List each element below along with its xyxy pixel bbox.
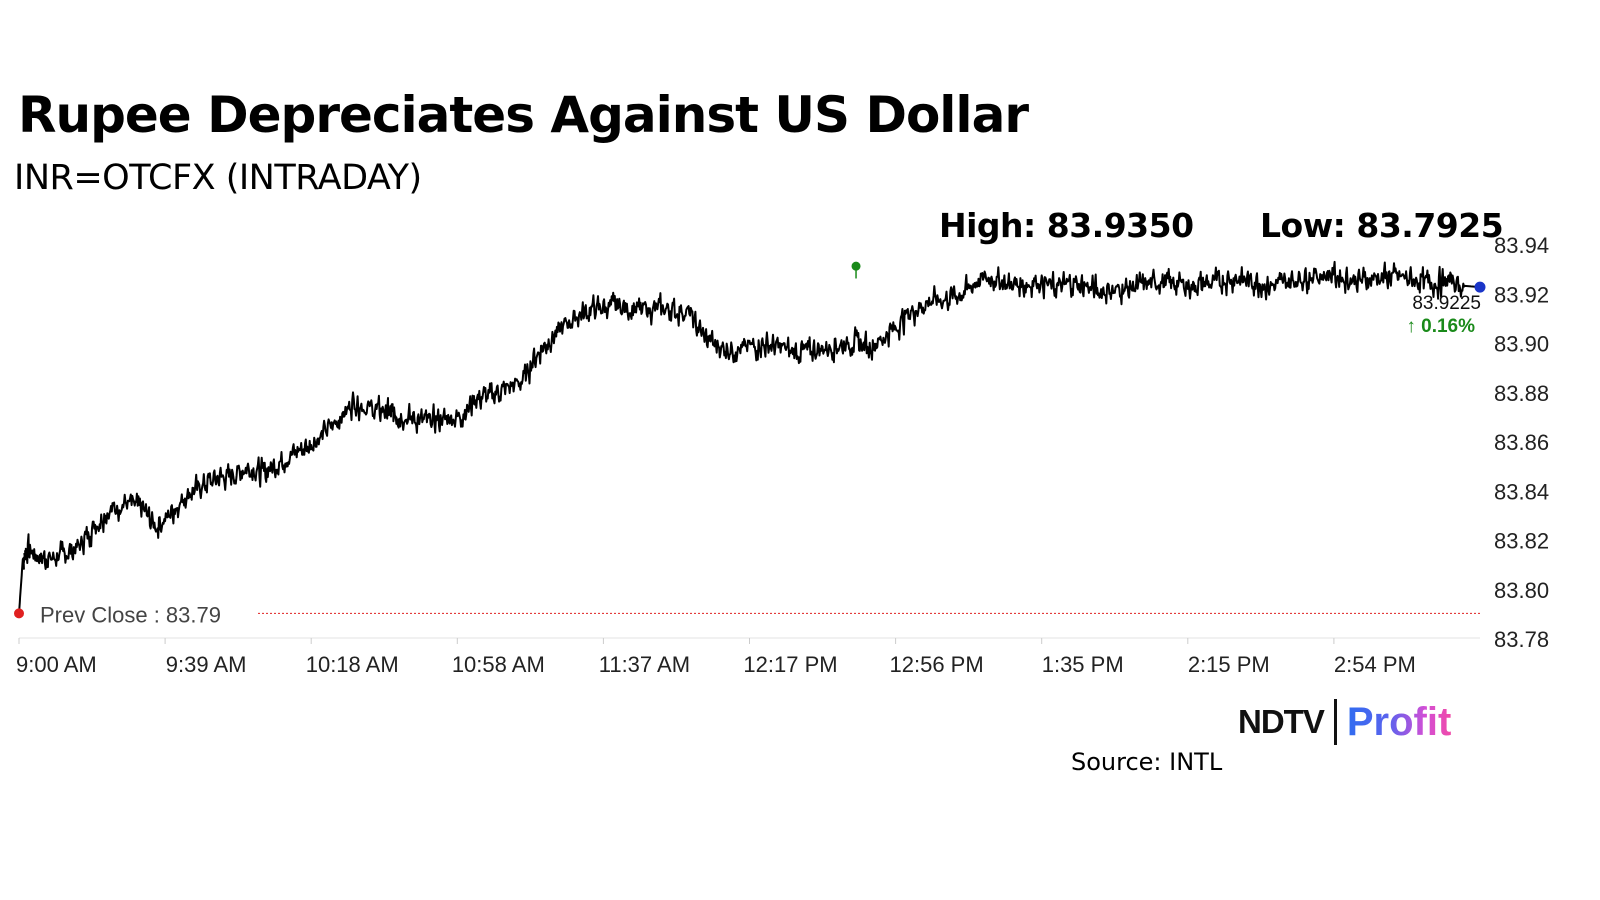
price-line: [18, 260, 1481, 614]
chart-title: Rupee Depreciates Against US Dollar: [18, 86, 1029, 144]
x-tick-label: 2:54 PM: [1334, 652, 1416, 677]
x-tick-label: 9:00 AM: [16, 652, 97, 677]
high-label: High: 83.9350: [939, 206, 1194, 245]
y-tick-label: 83.80: [1494, 578, 1549, 603]
brand-profit: Profit: [1346, 699, 1452, 744]
last-price-marker: [1474, 281, 1486, 293]
start-point-marker: [14, 608, 24, 619]
y-tick-label: 83.94: [1494, 233, 1549, 258]
brand-divider: [1333, 699, 1337, 745]
change-percent-label: ↑ 0.16%: [1406, 316, 1475, 337]
y-tick-label: 83.78: [1494, 627, 1549, 652]
y-tick-label: 83.90: [1494, 332, 1549, 357]
x-tick-label: 12:17 PM: [743, 652, 837, 677]
y-tick-label: 83.86: [1494, 430, 1549, 455]
x-tick-label: 9:39 AM: [166, 652, 247, 677]
high-marker: [851, 261, 861, 271]
y-tick-label: 83.84: [1494, 479, 1549, 504]
y-tick-label: 83.88: [1494, 381, 1549, 406]
x-tick-label: 1:35 PM: [1042, 652, 1124, 677]
chart-subtitle: INR=OTCFX (INTRADAY): [14, 158, 422, 198]
y-tick-label: 83.82: [1494, 529, 1549, 554]
source-note: Source: INTL: [1071, 748, 1223, 776]
x-tick-label: 10:18 AM: [306, 652, 399, 677]
last-price-label: 83.9225: [1412, 293, 1481, 314]
low-label: Low: 83.7925: [1260, 206, 1504, 245]
y-tick-label: 83.92: [1494, 282, 1549, 307]
x-tick-label: 2:15 PM: [1188, 652, 1270, 677]
x-tick-label: 11:37 AM: [599, 652, 690, 677]
brand-ndtv: NDTV: [1238, 703, 1325, 740]
x-tick-label: 10:58 AM: [452, 652, 545, 677]
ndtv-profit-logo: NDTV Profit: [1238, 698, 1451, 746]
prev-close-label: Prev Close : 83.79: [40, 602, 221, 627]
x-tick-label: 12:56 PM: [890, 652, 984, 677]
